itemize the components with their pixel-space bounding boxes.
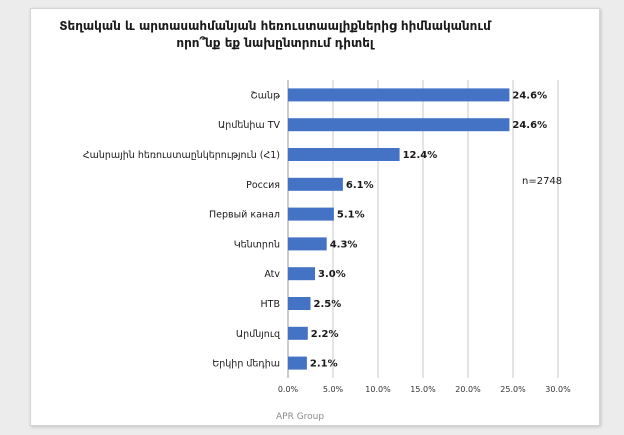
- footer-source: APR Group: [276, 412, 325, 422]
- value-label: 24.6%: [512, 90, 547, 101]
- bar: [288, 148, 400, 161]
- category-label: Կենտրոն: [234, 239, 280, 250]
- bar: [288, 88, 510, 102]
- bar: [288, 267, 315, 281]
- bar: [288, 297, 311, 310]
- sample-size-annotation: n=2748: [522, 176, 562, 187]
- bar: [288, 237, 327, 251]
- category-label: НТВ: [261, 299, 280, 310]
- category-label: Արմնյուզ: [236, 329, 281, 340]
- value-label: 3.0%: [318, 269, 346, 280]
- category-label: Արմենիա TV: [218, 120, 280, 131]
- value-labels: 24.6% 24.6% 12.4% 6.1% 5.1% 4.3% 3.0% 2.5% 2.2% 2…: [310, 90, 547, 369]
- x-tick-label: 10.0%: [365, 385, 391, 394]
- x-tick-label: 15.0%: [410, 385, 436, 394]
- bar: [288, 356, 307, 370]
- value-label: 24.6%: [512, 120, 547, 131]
- category-label: Հանրային հեռուստաընկերություն (Հ1): [83, 150, 280, 161]
- x-tick-label: 30.0%: [545, 385, 571, 394]
- bar: [288, 326, 308, 340]
- value-label: 2.5%: [314, 299, 342, 310]
- chart-title: Տեղական և արտասահմանյան հեռուստաալիքների…: [59, 19, 491, 50]
- category-label: Երկիր մեդիա: [212, 359, 280, 370]
- x-tick-label: 0.0%: [278, 385, 299, 394]
- x-tick-label: 20.0%: [455, 385, 481, 394]
- x-tick-label: 25.0%: [500, 385, 526, 394]
- category-labels: Շանթ Արմենիա TV Հանրային հեռուստաընկերությ…: [83, 90, 281, 369]
- x-axis-ticks: 0.0% 5.0% 10.0% 15.0% 20.0% 25.0% 30.0%: [278, 385, 571, 394]
- category-label: Первый канал: [209, 210, 280, 221]
- value-label: 2.1%: [310, 359, 338, 370]
- category-label: Atv: [264, 269, 280, 280]
- bars: [288, 88, 510, 370]
- value-label: 5.1%: [337, 210, 365, 221]
- x-tick-label: 5.0%: [323, 385, 344, 394]
- category-label: Շանթ: [251, 90, 281, 101]
- bar: [288, 177, 343, 191]
- value-label: 2.2%: [311, 329, 339, 340]
- bar: [288, 207, 334, 221]
- value-label: 4.3%: [330, 239, 358, 250]
- value-label: 12.4%: [403, 150, 438, 161]
- category-label: Россия: [246, 180, 280, 191]
- value-label: 6.1%: [346, 180, 374, 191]
- bar: [288, 118, 510, 132]
